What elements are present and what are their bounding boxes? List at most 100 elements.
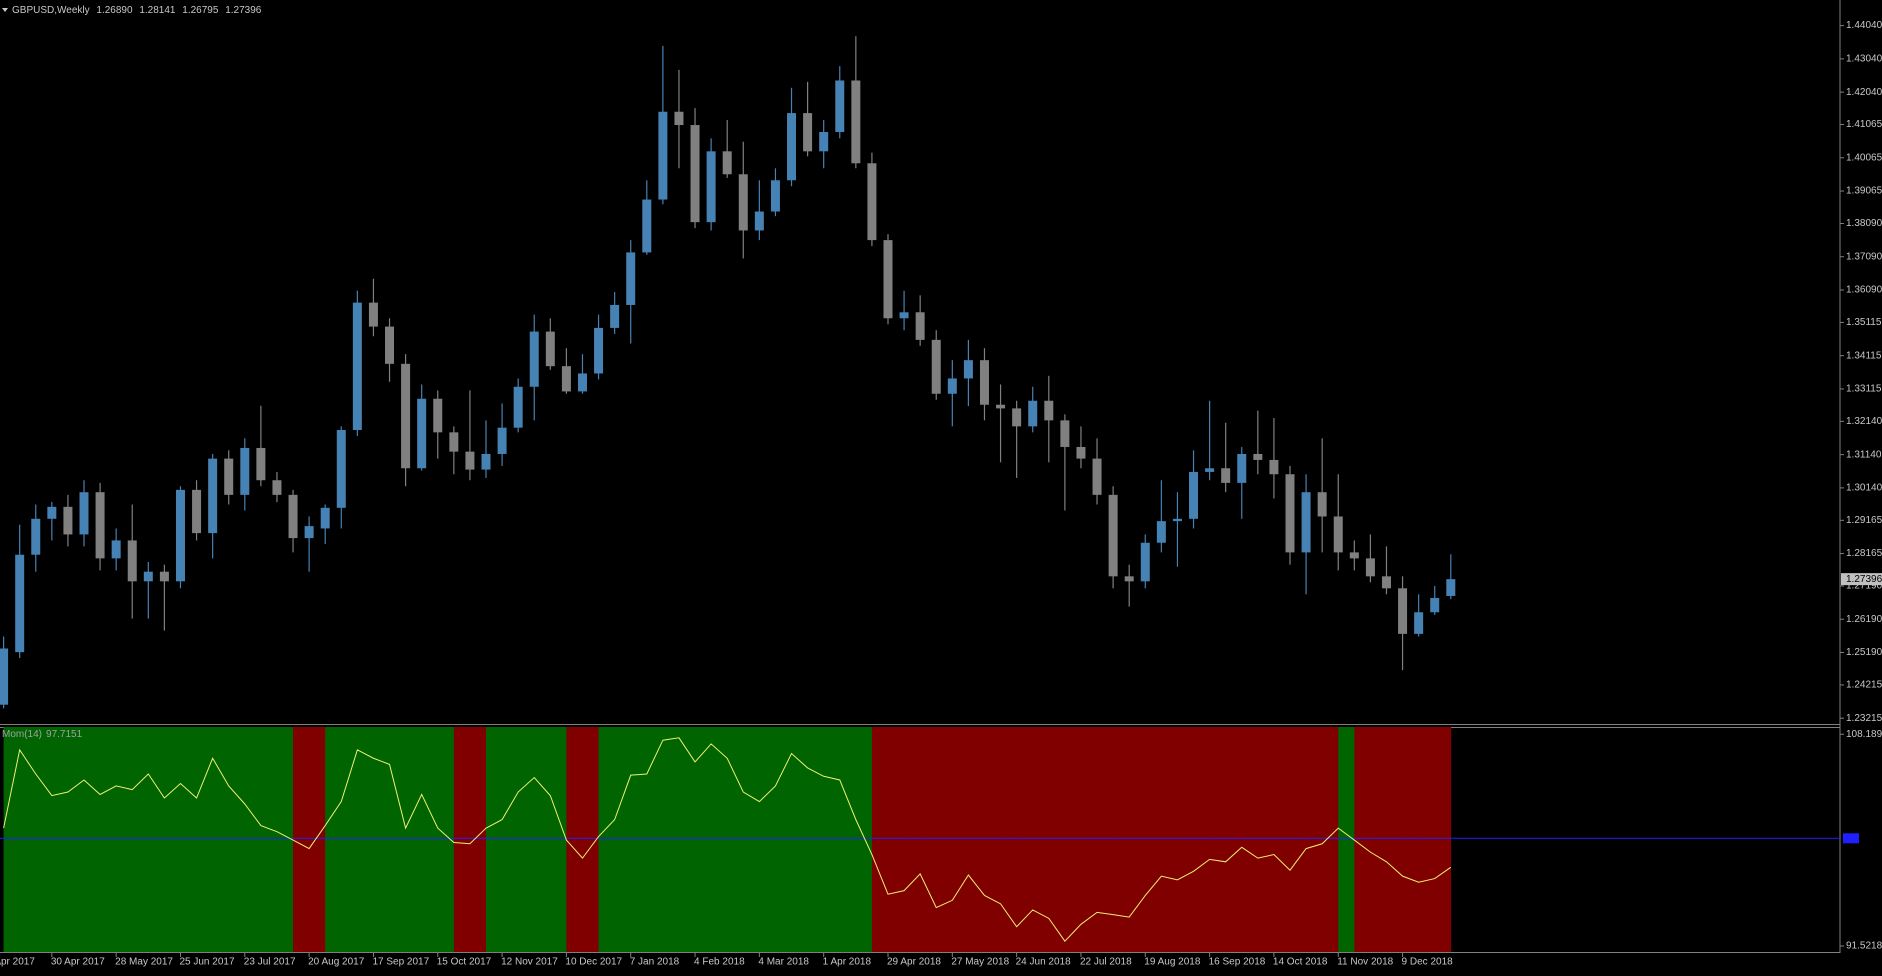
momentum-zone: [678, 727, 696, 952]
y-tick-label: 1.40065: [1846, 152, 1882, 163]
momentum-zone: [1129, 727, 1146, 952]
momentum-zone: [1016, 727, 1034, 952]
momentum-zone: [1080, 727, 1098, 952]
momentum-zone: [35, 727, 53, 952]
y-tick-label: 1.39065: [1846, 186, 1882, 197]
y-tick-label: 1.34115: [1846, 350, 1882, 361]
candle-body: [0, 648, 9, 705]
momentum-zone: [437, 727, 455, 952]
momentum-zone: [1097, 727, 1114, 952]
y-tick-label: 91.5218: [1846, 941, 1882, 952]
y-tick-label: 1.41065: [1846, 119, 1882, 130]
candle-body: [1221, 468, 1231, 483]
momentum-zone: [67, 727, 85, 952]
momentum-zone: [1113, 727, 1130, 952]
candle-body: [545, 331, 555, 367]
indicator-name: Mom(14): [2, 729, 42, 740]
candle-body: [803, 113, 813, 152]
momentum-zone: [180, 727, 197, 952]
candle-body: [304, 526, 314, 539]
x-tick-label: 14 Oct 2018: [1273, 957, 1328, 968]
y-tick-label: 1.27190: [1846, 581, 1882, 592]
candle-body: [706, 151, 716, 223]
candle-body: [513, 386, 523, 428]
momentum-zone: [695, 727, 712, 952]
candle-body: [1172, 518, 1182, 522]
x-tick-label: 27 May 2018: [951, 957, 1009, 968]
momentum-zone: [1177, 727, 1194, 952]
momentum-zone: [1322, 727, 1339, 952]
candle-body: [1189, 471, 1199, 519]
y-tick-label: 1.26190: [1846, 614, 1882, 625]
candle-body: [835, 80, 845, 133]
candle-body: [240, 447, 250, 495]
x-tick-label: 23 Jul 2017: [244, 957, 296, 968]
y-tick-label: 1.28165: [1846, 548, 1882, 559]
momentum-zone: [614, 727, 632, 952]
candle-body: [368, 302, 378, 327]
y-tick-label: 1.24215: [1846, 680, 1882, 691]
momentum-zone: [920, 727, 937, 952]
high-label: 1.28141: [139, 5, 176, 16]
x-tick-label: 7 Jan 2018: [630, 957, 680, 968]
momentum-zone: [3, 727, 20, 952]
candle-body: [385, 326, 395, 364]
momentum-zone: [309, 727, 326, 952]
candle-body: [979, 360, 989, 405]
momentum-zone: [550, 727, 567, 952]
candle-body: [497, 427, 507, 454]
momentum-zone: [196, 727, 213, 952]
momentum-zone: [1290, 727, 1307, 952]
x-tick-label: 19 Aug 2018: [1144, 957, 1201, 968]
candles: [0, 36, 1456, 709]
momentum-zone: [598, 727, 615, 952]
momentum-zone: [727, 727, 744, 952]
y-tick-label: 1.33115: [1846, 384, 1882, 395]
y-tick-label: 1.25190: [1846, 647, 1882, 658]
candle-body: [1398, 588, 1408, 634]
x-tick-label: 30 Apr 2017: [51, 957, 105, 968]
momentum-zone: [839, 727, 857, 952]
momentum-zone: [276, 727, 294, 952]
momentum-zone: [1257, 727, 1275, 952]
x-tick-label: 4 Mar 2018: [758, 957, 809, 968]
momentum-zone: [132, 727, 149, 952]
momentum-zone: [486, 727, 503, 952]
symbol: GBPUSD,Weekly: [12, 5, 90, 16]
y-tick-label: 1.37090: [1846, 251, 1882, 262]
momentum-zone: [775, 727, 792, 952]
close-label: 1.27396: [225, 5, 262, 16]
menu-arrow[interactable]: [2, 8, 8, 12]
x-tick-label: 15 Oct 2017: [437, 957, 492, 968]
candle-body: [433, 398, 443, 433]
candle-body: [851, 80, 861, 164]
candle-body: [175, 489, 185, 582]
momentum-zone: [1048, 727, 1066, 952]
candle-body: [1253, 453, 1263, 460]
momentum-zone: [164, 727, 181, 952]
momentum-zone: [502, 727, 519, 952]
x-tick-label: 17 Sep 2017: [372, 957, 429, 968]
candle-body: [899, 312, 909, 319]
momentum-zone: [968, 727, 985, 952]
candle-body: [1060, 420, 1070, 447]
candle-body: [819, 132, 829, 152]
momentum-zone: [100, 727, 117, 952]
momentum-zone: [1145, 727, 1162, 952]
candle-body: [594, 327, 604, 374]
momentum-line: [3, 737, 1452, 942]
candle-body: [947, 378, 957, 394]
candle-body: [642, 199, 652, 253]
momentum-zone: [84, 727, 101, 952]
momentum-zone: [518, 727, 535, 952]
x-tick-label: 4 Feb 2018: [694, 957, 745, 968]
x-tick-label: 28 May 2017: [115, 957, 173, 968]
x-tick-label: 29 Apr 2018: [887, 957, 941, 968]
y-tick-label: 1.42040: [1846, 87, 1882, 98]
candle-body: [690, 125, 700, 223]
candle-body: [561, 366, 571, 392]
candle-body: [224, 458, 234, 495]
momentum-zone: [1032, 727, 1050, 952]
momentum-zone: [341, 727, 358, 952]
